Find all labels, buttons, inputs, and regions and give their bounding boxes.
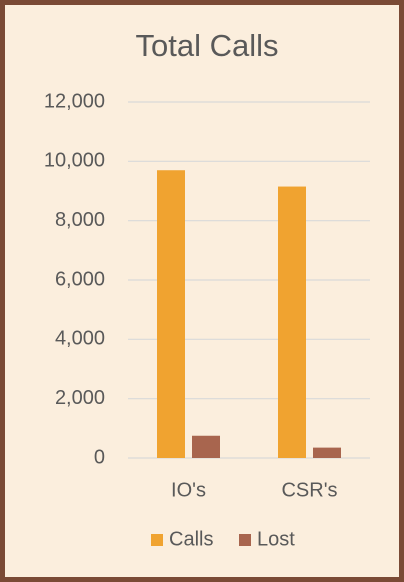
- y-tick-label: 10,000: [44, 150, 105, 172]
- bar: [313, 447, 341, 458]
- x-tick-label: IO's: [171, 479, 206, 501]
- chart-title: Total Calls: [136, 28, 279, 63]
- bar: [157, 170, 185, 458]
- y-tick-label: 2,000: [55, 387, 105, 409]
- x-tick-label: CSR's: [281, 479, 337, 501]
- y-tick-label: 8,000: [55, 209, 105, 231]
- y-tick-label: 6,000: [55, 268, 105, 290]
- bar: [278, 186, 306, 459]
- legend-swatch: [239, 534, 251, 546]
- bar: [192, 435, 220, 458]
- legend-label: Lost: [257, 528, 295, 550]
- y-tick-label: 4,000: [55, 328, 105, 350]
- legend-swatch: [151, 534, 163, 546]
- legend-label: Calls: [169, 528, 213, 550]
- y-tick-label: 0: [94, 446, 105, 468]
- y-tick-label: 12,000: [44, 90, 105, 112]
